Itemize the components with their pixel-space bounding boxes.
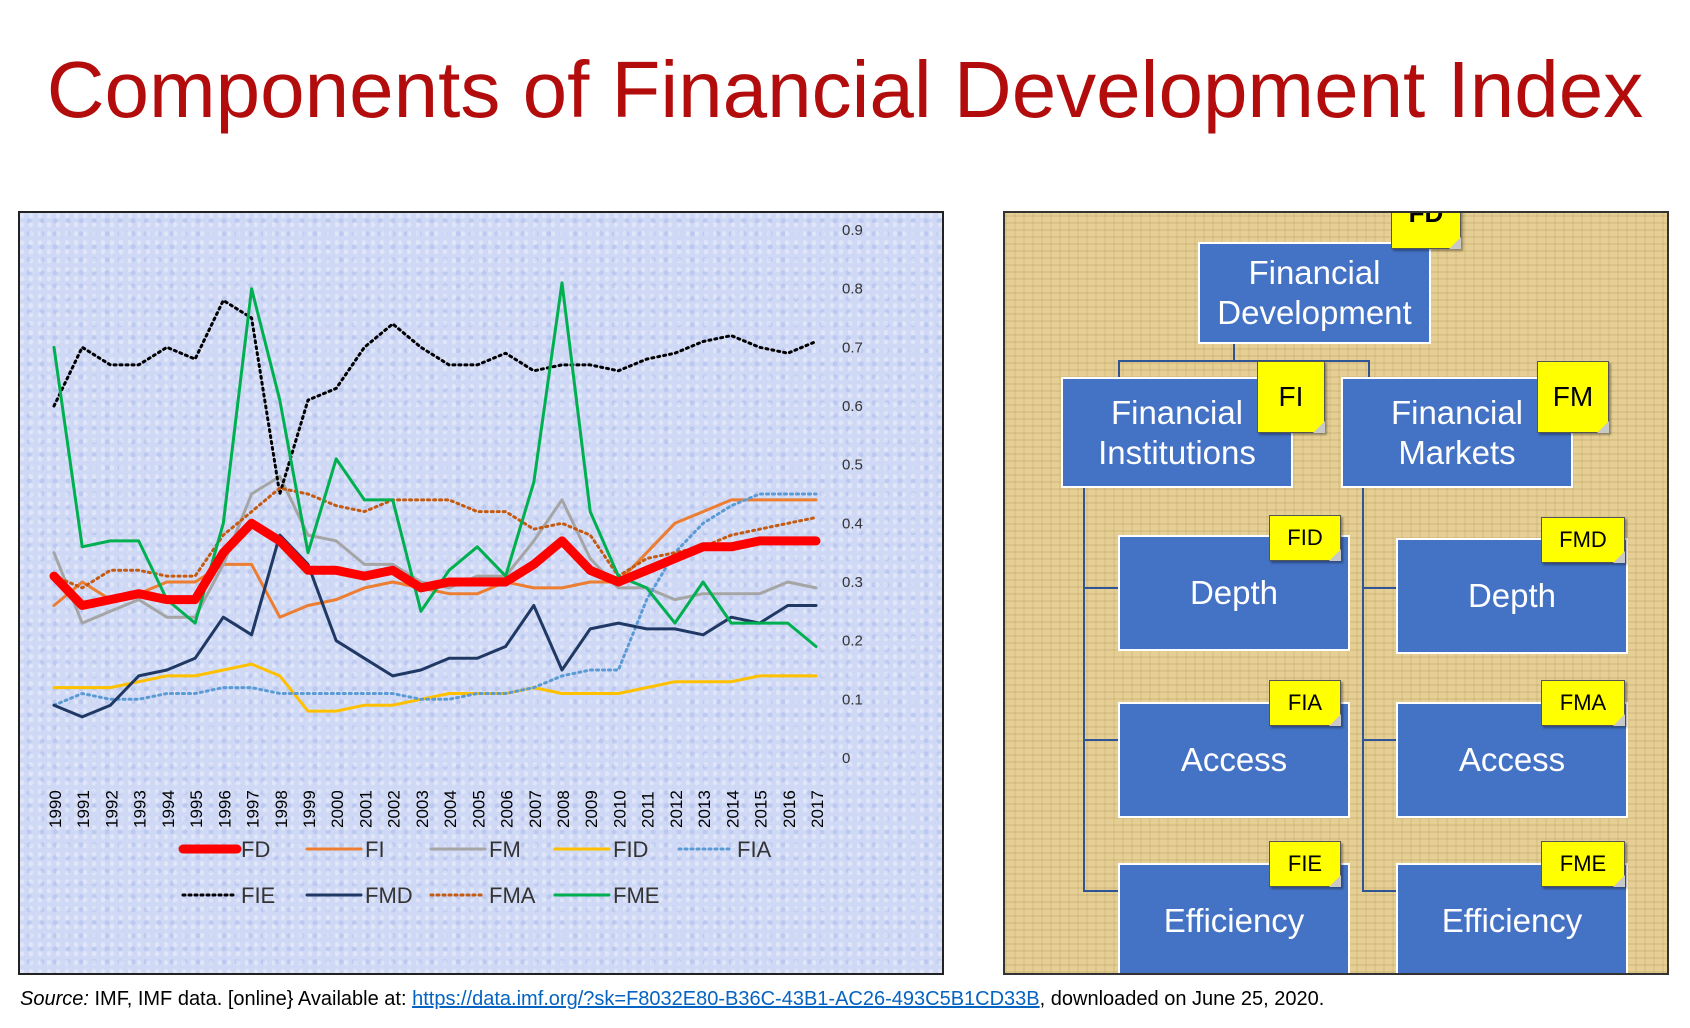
series-line-fia — [52, 492, 818, 707]
x-tick-label: 1991 — [74, 790, 93, 828]
source-label: Source: — [20, 988, 89, 1010]
x-tick-label: 1999 — [300, 790, 319, 828]
tag-fm: FM — [1537, 361, 1609, 433]
connector-fi-trunk — [1083, 487, 1085, 892]
connector-root-horizontal — [1118, 360, 1370, 362]
x-tick-label: 2017 — [808, 790, 827, 828]
x-tick-label: 2001 — [356, 790, 375, 828]
x-tick-label: 2009 — [582, 790, 601, 828]
series-line-fma — [52, 486, 818, 590]
legend-label-fme: FME — [613, 883, 659, 908]
series-line-fie — [52, 298, 818, 496]
node-financial-development: Financial Development — [1198, 242, 1431, 344]
connector-fm-efficiency — [1362, 890, 1398, 892]
series-line-fd — [49, 518, 821, 610]
legend-label-fid: FID — [613, 837, 648, 862]
source-text-after: , downloaded on June 25, 2020. — [1039, 988, 1325, 1010]
x-tick-label: 2002 — [385, 790, 404, 828]
x-tick-label: 1995 — [187, 790, 206, 828]
tag-fd: FD — [1391, 213, 1461, 249]
y-tick-label: 0.1 — [842, 691, 863, 708]
connector-to-fm — [1368, 360, 1370, 378]
node-financial-institutions: Financial Institutions — [1061, 377, 1293, 488]
node-fi-depth: Depth — [1118, 535, 1350, 651]
connector-fm-access — [1362, 739, 1398, 741]
legend-label-fie: FIE — [241, 883, 275, 908]
y-tick-label: 0.5 — [842, 457, 863, 474]
y-tick-label: 0.4 — [842, 515, 863, 532]
series-line-fid — [52, 662, 818, 713]
legend-label-fi: FI — [365, 837, 385, 862]
source-link[interactable]: https://data.imf.org/?sk=F8032E80-B36C-4… — [412, 988, 1040, 1010]
x-tick-label: 2015 — [752, 790, 771, 828]
connector-fm-depth — [1362, 587, 1398, 589]
connector-fi-efficiency — [1083, 890, 1119, 892]
tag-fme: FME — [1541, 841, 1625, 887]
node-financial-markets-line1: Financial — [1390, 393, 1524, 431]
y-tick-label: 0.3 — [842, 574, 863, 591]
series-line-fmd — [52, 533, 818, 719]
x-tick-label: 2012 — [667, 790, 686, 828]
legend-label-fmd: FMD — [365, 883, 413, 908]
tag-fma: FMA — [1541, 680, 1625, 726]
tag-fi: FI — [1257, 361, 1325, 433]
connector-fi-depth — [1083, 587, 1119, 589]
x-tick-label: 2003 — [413, 790, 432, 828]
node-financial-institutions-line2: Institutions — [1098, 433, 1256, 471]
y-tick-label: 0.8 — [842, 281, 863, 298]
x-tick-label: 1993 — [131, 790, 150, 828]
x-tick-label: 2006 — [498, 790, 517, 828]
legend-label-fia: FIA — [737, 837, 772, 862]
series-line-fme — [52, 281, 818, 648]
connector-root-down — [1233, 343, 1235, 361]
y-tick-label: 0 — [842, 750, 850, 767]
node-financial-markets: Financial Markets — [1341, 377, 1573, 488]
connector-fm-trunk — [1362, 487, 1364, 892]
x-tick-label: 1998 — [272, 790, 291, 828]
x-tick-label: 2004 — [441, 790, 460, 828]
x-tick-label: 2011 — [639, 791, 658, 828]
x-tick-label: 1994 — [159, 790, 178, 828]
x-tick-label: 1997 — [244, 790, 263, 828]
x-tick-label: 2010 — [610, 790, 629, 828]
node-financial-markets-line2: Markets — [1398, 433, 1516, 471]
x-tick-label: 1996 — [215, 790, 234, 828]
y-tick-label: 0.2 — [842, 633, 863, 650]
node-financial-institutions-line1: Financial — [1110, 393, 1244, 431]
legend-label-fm: FM — [489, 837, 521, 862]
legend-label-fd: FD — [241, 837, 270, 862]
x-tick-label: 2008 — [554, 790, 573, 828]
y-tick-label: 0.7 — [842, 339, 863, 356]
source-text-before: IMF, IMF data. [online} Available at: — [88, 988, 413, 1010]
x-tick-label: 2014 — [723, 790, 742, 828]
tag-fmd: FMD — [1541, 517, 1625, 563]
x-tick-label: 2007 — [526, 790, 545, 828]
node-financial-development-line2: Development — [1217, 294, 1412, 331]
page-title: Components of Financial Development Inde… — [46, 45, 1644, 134]
tag-fid: FID — [1269, 515, 1341, 561]
connector-to-fi — [1118, 360, 1120, 378]
x-tick-label: 1990 — [46, 790, 65, 828]
x-tick-label: 2000 — [328, 790, 347, 828]
x-tick-label: 1992 — [102, 790, 121, 828]
hierarchy-diagram: Financial Development FD Financial Insti… — [1003, 211, 1669, 975]
y-tick-label: 0.9 — [842, 222, 863, 239]
y-tick-label: 0.6 — [842, 398, 863, 415]
connector-fi-access — [1083, 739, 1119, 741]
tag-fie: FIE — [1269, 841, 1341, 887]
source-note: Source: IMF, IMF data. [online} Availabl… — [20, 988, 1680, 1011]
x-tick-label: 2013 — [695, 790, 714, 828]
legend-label-fma: FMA — [489, 883, 536, 908]
tag-fia: FIA — [1269, 680, 1341, 726]
line-chart: 0 0.1 0.2 0.3 0.4 0.5 0.6 0.7 0.8 0.9 1990 1991 199… — [46, 222, 863, 908]
chart-panel: 0 0.1 0.2 0.3 0.4 0.5 0.6 0.7 0.8 0.9 1990 1991 199… — [18, 211, 944, 975]
node-financial-development-line1: Financial — [1248, 254, 1381, 292]
x-tick-label: 2016 — [780, 790, 799, 828]
x-tick-label: 2005 — [469, 790, 488, 828]
